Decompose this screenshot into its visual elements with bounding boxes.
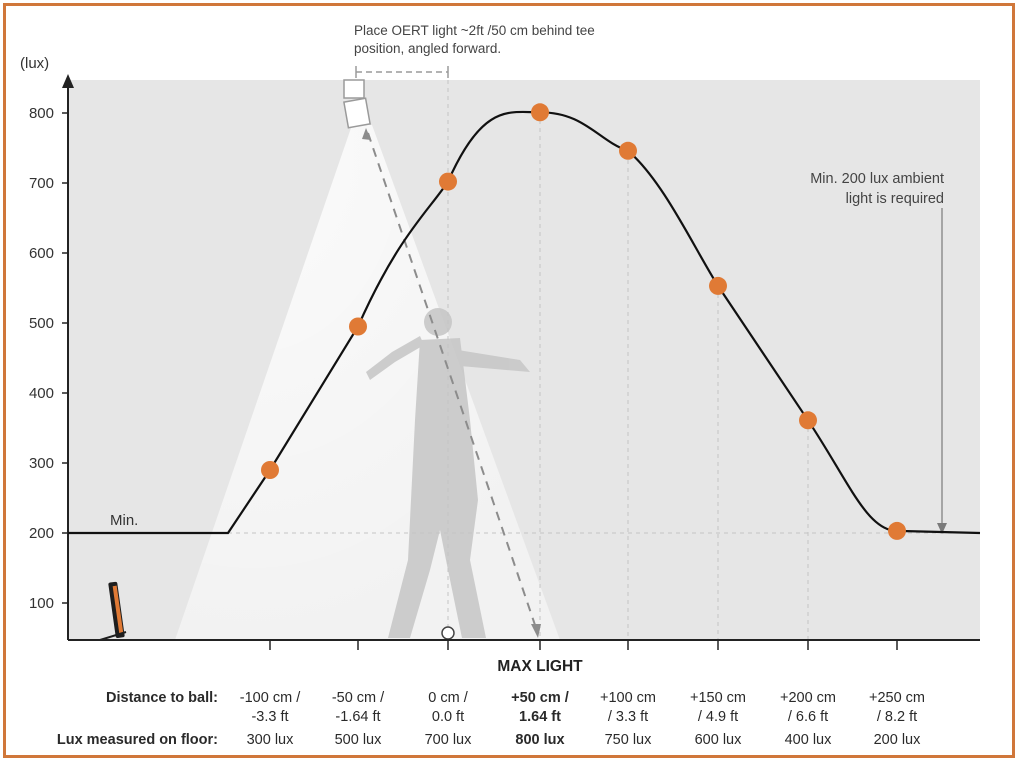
data-point — [619, 141, 637, 160]
annotation-right-line2: light is required — [846, 191, 944, 207]
table-cell-dist1: +100 cm — [599, 690, 657, 706]
table-cell-dist2: / 8.2 ft — [876, 709, 918, 725]
golf-ball-icon — [441, 626, 455, 640]
data-markers — [261, 103, 906, 540]
data-point — [888, 521, 906, 540]
ambient-arrow — [937, 208, 947, 534]
y-tick-label: 200 — [29, 525, 54, 542]
y-tick-label: 600 — [29, 245, 54, 262]
table-cell-dist1: +150 cm — [689, 690, 747, 706]
light-direction-arrow — [362, 128, 541, 638]
y-ticks: 100 200 300 400 500 600 700 800 — [29, 105, 68, 612]
data-point — [261, 461, 279, 479]
table-cell-lux: 300 lux — [246, 732, 294, 748]
data-point — [709, 276, 727, 295]
annotation-right-line1: Min. 200 lux ambient — [810, 171, 944, 187]
axes — [67, 80, 980, 641]
y-tick-label: 700 — [29, 175, 54, 192]
table-cell-dist2: 0.0 ft — [431, 709, 465, 725]
placement-bracket — [355, 66, 449, 78]
data-point — [531, 103, 549, 122]
golfer-silhouette — [366, 308, 530, 638]
table-cell-dist2: / 3.3 ft — [607, 709, 649, 725]
annotation-top-line1: Place OERT light ~2ft /50 cm behind tee — [354, 23, 595, 38]
y-axis-label: (lux) — [20, 55, 49, 72]
lux-curve — [68, 110, 981, 535]
table-cell-dist1: 0 cm / — [428, 690, 468, 706]
table-cell-dist1: -100 cm / — [239, 690, 301, 706]
table-cell-lux: 400 lux — [784, 732, 832, 748]
table-cell-dist1: +200 cm — [779, 690, 837, 706]
data-point — [439, 172, 457, 191]
x-axis-label: MAX LIGHT — [497, 658, 583, 675]
table-cell-dist1: -50 cm / — [331, 690, 385, 706]
table-cell-dist2: / 6.6 ft — [787, 709, 829, 725]
table-cell-lux: 800 lux — [515, 732, 565, 748]
table-cell-lux: 600 lux — [694, 732, 742, 748]
floor-lamp-icon — [99, 581, 127, 641]
table-cell-dist1: +250 cm — [868, 690, 926, 706]
table-cell-lux: 200 lux — [873, 732, 921, 748]
y-tick-label: 500 — [29, 315, 54, 332]
table-cell-dist2: 1.64 ft — [519, 709, 561, 725]
y-axis-arrow — [62, 74, 74, 88]
oert-light-icon — [343, 79, 371, 129]
table-cell-lux: 750 lux — [604, 732, 652, 748]
table-cell-lux: 500 lux — [334, 732, 382, 748]
y-tick-label: 800 — [29, 105, 54, 122]
distance-row-label: Distance to ball: — [106, 690, 218, 706]
x-ticks — [269, 640, 898, 650]
table-cell-dist2: -3.3 ft — [251, 709, 289, 725]
min-label: Min. — [110, 512, 138, 529]
measurement-table: Distance to ball: Lux measured on floor:… — [0, 690, 1024, 760]
table-cell-dist2: -1.64 ft — [335, 709, 381, 725]
y-tick-label: 400 — [29, 385, 54, 402]
data-point — [799, 411, 817, 430]
data-point — [349, 317, 367, 336]
table-cell-lux: 700 lux — [424, 732, 472, 748]
y-tick-label: 100 — [29, 595, 54, 612]
annotation-top-line2: position, angled forward. — [354, 41, 501, 56]
lux-row-label: Lux measured on floor: — [56, 732, 218, 748]
table-cell-dist1: +50 cm / — [511, 690, 569, 706]
lux-chart: 100 200 300 400 500 600 700 800 (lux) Min. MAX … — [20, 23, 981, 675]
table-cell-dist2: / 4.9 ft — [697, 709, 739, 725]
y-tick-label: 300 — [29, 455, 54, 472]
